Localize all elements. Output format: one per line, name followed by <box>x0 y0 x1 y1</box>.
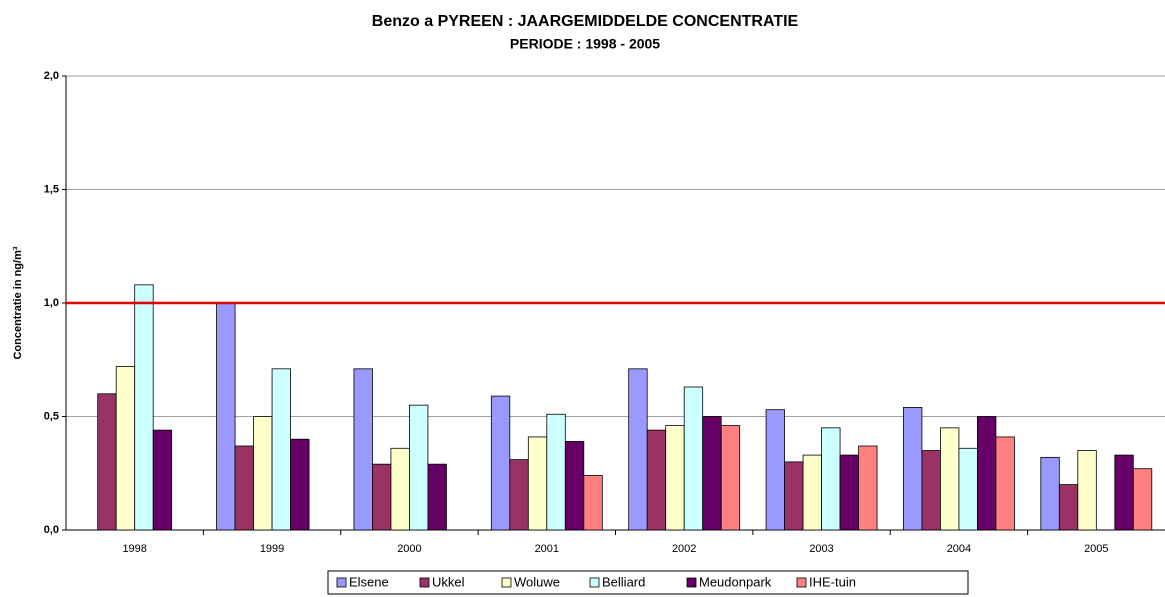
bar <box>802 454 822 531</box>
bar <box>372 463 392 531</box>
bar <box>958 447 978 531</box>
legend-box <box>327 570 969 595</box>
x-tick-label: 2004 <box>947 543 971 555</box>
y-axis-label: Concentratie in ng/m³ <box>12 246 24 359</box>
legend-label: Belliard <box>602 574 645 589</box>
bar <box>1132 468 1153 531</box>
bar <box>409 404 429 531</box>
bar <box>509 459 529 531</box>
bar <box>784 461 804 531</box>
bar <box>152 429 173 531</box>
bar <box>995 436 1015 531</box>
bar <box>546 413 566 531</box>
legend-swatch <box>686 577 697 588</box>
chart-subtitle: PERIODE : 1998 - 2005 <box>510 36 660 52</box>
legend-label: Ukkel <box>432 574 465 589</box>
bar <box>1114 454 1134 531</box>
legend-swatch <box>796 577 807 588</box>
x-tick-label: 1998 <box>122 543 146 555</box>
bar <box>427 463 447 531</box>
bar <box>234 445 254 531</box>
chart-title: Benzo a PYREEN : JAARGEMIDDELDE CONCENTR… <box>372 13 799 30</box>
bar <box>903 407 923 531</box>
legend-swatch <box>501 577 512 588</box>
x-tick-label: 2000 <box>397 543 421 555</box>
y-tick-label: 0,5 <box>44 410 59 422</box>
y-tick-label: 1,0 <box>44 297 59 309</box>
bar <box>353 368 373 531</box>
bar <box>1058 484 1079 531</box>
bar <box>765 409 785 531</box>
legend-label: IHE-tuin <box>809 574 856 589</box>
bar <box>97 393 117 531</box>
bar <box>921 450 941 531</box>
bar <box>134 284 154 531</box>
y-tick-label: 1,5 <box>44 183 59 195</box>
bar <box>583 475 603 531</box>
y-tick-label: 2,0 <box>44 70 59 82</box>
legend-swatch <box>419 577 430 588</box>
bar <box>253 416 273 531</box>
legend-swatch <box>589 577 600 588</box>
bar <box>115 366 136 531</box>
bar <box>490 395 511 531</box>
x-tick-label: 1999 <box>260 543 284 555</box>
bar <box>702 416 722 531</box>
bar <box>821 427 841 531</box>
legend-swatch <box>336 577 347 588</box>
bar <box>1040 456 1060 531</box>
bar <box>390 447 410 531</box>
bar <box>665 425 685 531</box>
legend-label: Elsene <box>349 574 389 589</box>
bar <box>858 445 878 531</box>
bar <box>628 368 648 531</box>
y-tick-label: 0,0 <box>44 524 59 536</box>
x-tick-label: 2003 <box>809 543 833 555</box>
bar <box>527 436 548 531</box>
bar <box>564 441 585 531</box>
bar <box>940 427 960 531</box>
bar <box>839 454 859 531</box>
bar <box>271 368 291 531</box>
bar <box>1077 450 1097 531</box>
bar <box>977 416 997 531</box>
bar <box>683 386 704 531</box>
legend-label: Woluwe <box>514 574 560 589</box>
x-tick-label: 2001 <box>535 543 559 555</box>
legend-label: Meudonpark <box>699 574 772 589</box>
x-tick-label: 2002 <box>672 543 696 555</box>
x-tick-label: 2005 <box>1084 543 1108 555</box>
bar <box>216 302 236 531</box>
bar <box>646 429 667 531</box>
bar <box>290 438 310 531</box>
bar <box>720 425 741 531</box>
